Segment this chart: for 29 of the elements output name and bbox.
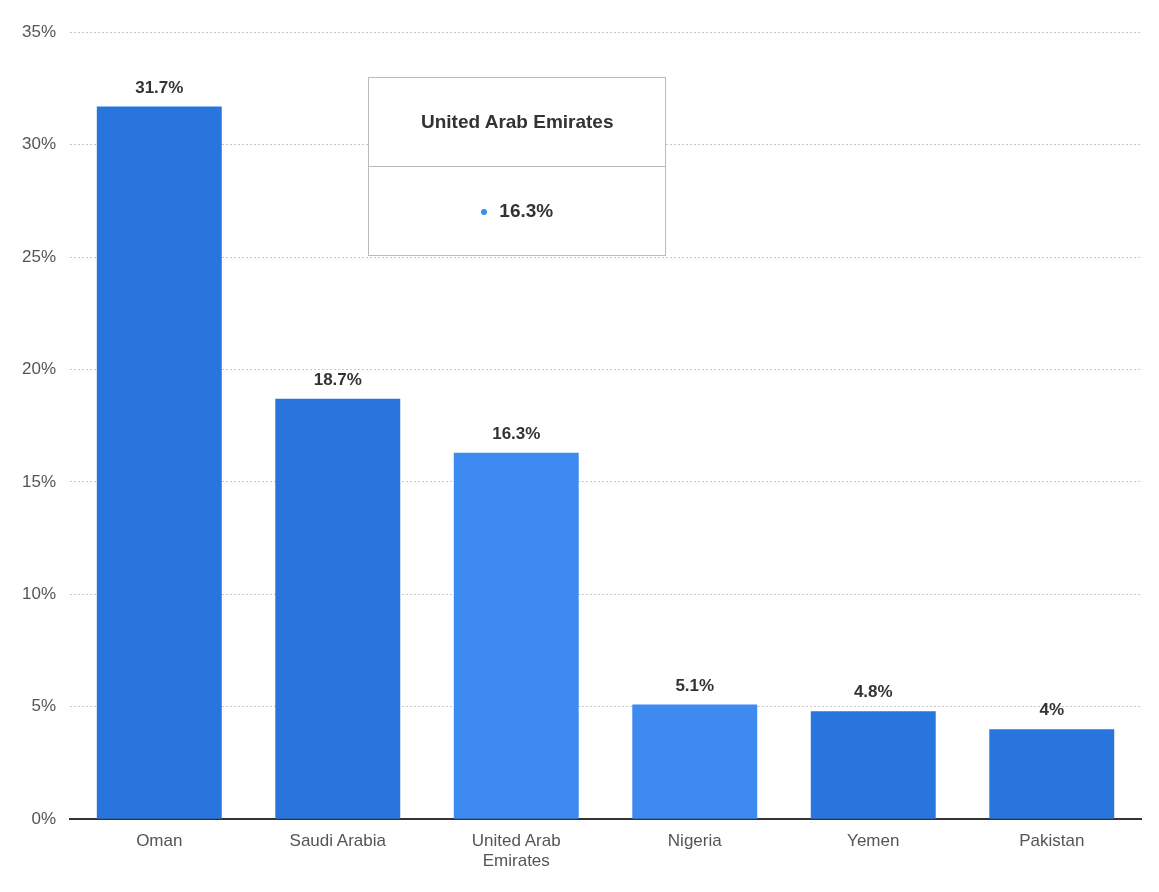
y-tick-label: 0% (31, 808, 57, 828)
annotation: United Arab Emirates (369, 78, 666, 168)
y-tick-label: 10% (21, 584, 57, 604)
data-label: 4.8% (853, 682, 893, 702)
bar (989, 729, 1115, 819)
annotation: 16.3% (499, 200, 554, 222)
bar (275, 398, 401, 819)
y-tick-label: 25% (21, 246, 57, 266)
tooltip-box: United Arab Emirates 16.3% (368, 77, 667, 257)
bar (453, 452, 579, 819)
bar (810, 711, 936, 819)
bar (632, 704, 758, 819)
data-label: 18.7% (313, 369, 362, 389)
y-tick-label: 5% (31, 696, 57, 716)
data-label: 16.3% (492, 423, 541, 443)
x-tick-label: Nigeria (667, 831, 723, 851)
x-tick-label: United Arab Emirates (471, 831, 561, 871)
data-label: 31.7% (135, 77, 184, 97)
data-label: 5.1% (675, 675, 715, 695)
x-tick-label: Oman (136, 831, 183, 851)
data-label: 4% (1039, 700, 1065, 720)
x-tick-label: Pakistan (1019, 831, 1085, 851)
y-tick-label: 35% (21, 21, 57, 41)
bar (96, 106, 222, 819)
y-tick-label: 30% (21, 134, 57, 154)
x-tick-label: Yemen (847, 831, 900, 851)
y-tick-label: 20% (21, 359, 57, 379)
x-tick-label: Saudi Arabia (289, 831, 387, 851)
y-tick-label: 15% (21, 471, 57, 491)
